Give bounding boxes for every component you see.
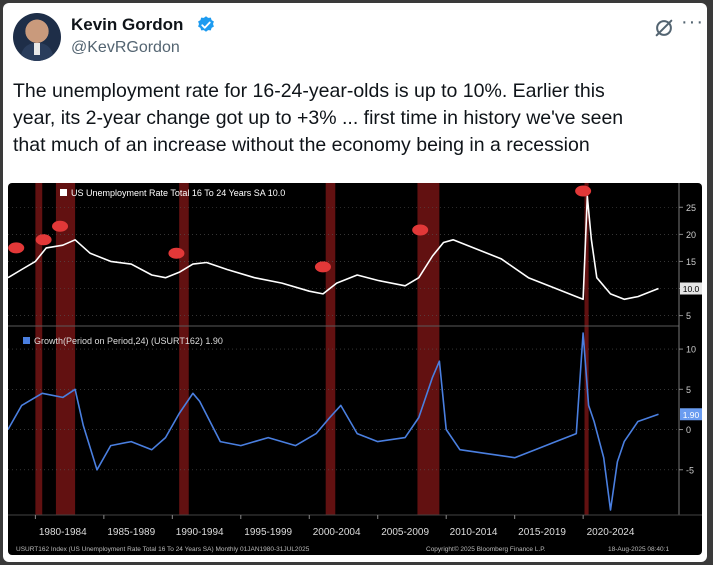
avatar[interactable] <box>13 13 61 61</box>
y-tick-label: -5 <box>686 465 694 475</box>
recession-band <box>35 183 43 515</box>
legend-unemployment: US Unemployment Rate Total 16 To 24 Year… <box>71 188 285 198</box>
event-marker <box>35 234 52 246</box>
y-tick-label: 25 <box>686 203 696 213</box>
tweet-text: The unemployment rate for 16-24-year-old… <box>13 78 693 159</box>
y-tick-label: 10 <box>686 345 696 355</box>
y-tick-label: 5 <box>686 385 691 395</box>
x-tick-label: 2010-2014 <box>450 527 498 538</box>
recession-band <box>584 183 589 515</box>
x-tick-label: 2020-2024 <box>587 527 635 538</box>
x-tick-label: 1995-1999 <box>244 527 292 538</box>
event-marker <box>575 185 592 197</box>
x-tick-label: 1980-1984 <box>39 527 87 538</box>
grok-icon[interactable] <box>653 17 675 39</box>
more-icon[interactable]: ··· <box>681 11 704 33</box>
event-marker <box>8 242 25 254</box>
last-value-label: 10.0 <box>683 284 700 294</box>
tweet-card: Kevin Gordon @KevRGordon ··· The unemplo… <box>3 3 707 562</box>
author-handle[interactable]: @KevRGordon <box>71 39 180 56</box>
tweet-line: year, its 2-year change got up to +3% ..… <box>13 107 624 129</box>
event-marker <box>314 261 331 273</box>
x-tick-label: 2005-2009 <box>381 527 429 538</box>
last-value-label: 1.90 <box>683 410 700 420</box>
y-tick-label: 0 <box>686 425 691 435</box>
legend-swatch-unemployment <box>60 189 67 196</box>
footer-date: 18-Aug-2025 08:40:1 <box>608 546 669 553</box>
series-unemployment-line <box>8 195 659 301</box>
x-tick-label: 2015-2019 <box>518 527 566 538</box>
avatar-collar <box>34 43 40 55</box>
y-tick-label: 5 <box>686 311 691 321</box>
author-name[interactable]: Kevin Gordon <box>71 15 184 34</box>
footer-copyright: Copyright© 2025 Bloomberg Finance L.P. <box>426 545 546 553</box>
y-tick-label: 15 <box>686 257 696 267</box>
series-growth-line <box>8 332 659 511</box>
event-marker <box>52 220 69 232</box>
y-tick-label: 20 <box>686 230 696 240</box>
last-value-tag <box>680 408 702 421</box>
event-marker <box>168 247 185 259</box>
footer-source: USURT162 Index (US Unemployment Rate Tot… <box>16 546 310 553</box>
recession-band <box>55 183 76 515</box>
event-marker <box>412 224 429 236</box>
legend-swatch-growth <box>23 337 30 344</box>
verified-badge-icon <box>198 16 214 32</box>
x-tick-label: 1990-1994 <box>176 527 224 538</box>
tweet-line: The unemployment rate for 16-24-year-old… <box>13 80 605 102</box>
tweet-line: that much of an increase without the eco… <box>13 134 590 156</box>
recession-band <box>179 183 189 515</box>
x-tick-label: 1985-1989 <box>107 527 155 538</box>
recession-band <box>325 183 336 515</box>
last-value-tag <box>680 282 702 295</box>
x-tick-label: 2000-2004 <box>313 527 361 538</box>
legend-growth: Growth(Period on Period,24) (USURT162) 1… <box>34 336 223 346</box>
